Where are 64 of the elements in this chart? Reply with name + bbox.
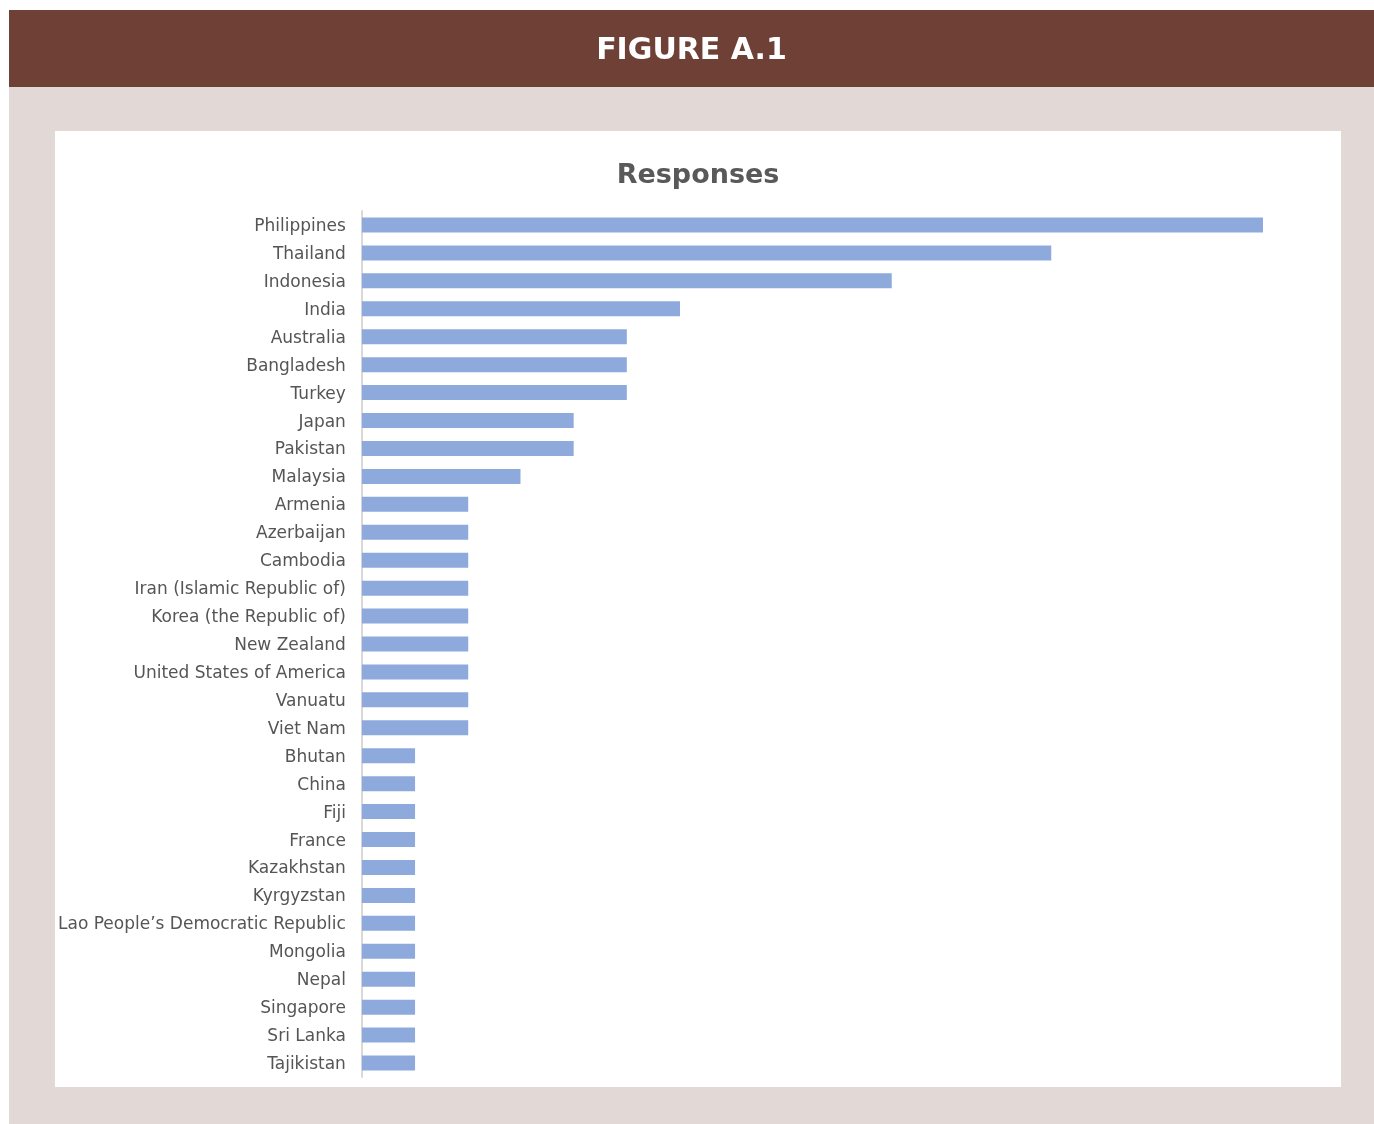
bar [361,971,416,987]
y-tick-label: Viet Nam [267,717,346,738]
bar [361,664,469,680]
bar [361,804,416,820]
chart-title: FIGURE A.1 [596,31,787,66]
y-tick-label: Kyrgyzstan [252,885,346,906]
bar [361,915,416,931]
y-tick-label: Kazakhstan [247,857,346,878]
y-tick-label: Azerbaijan [256,522,346,543]
y-tick-label: China [297,773,346,794]
bar [361,552,469,568]
y-tick-label: Korea (the Republic of) [151,606,346,627]
y-tick-label: Armenia [274,494,346,515]
y-tick-label: New Zealand [234,634,346,654]
bar [361,468,521,484]
bar [361,748,416,764]
bar [361,1027,416,1043]
y-tick-label: Tajikistan [266,1053,346,1074]
bar [361,943,416,959]
y-tick-label: Japan [297,410,346,431]
bar [361,301,680,317]
bar [361,636,469,652]
y-tick-label: Australia [270,326,346,347]
bar [361,776,416,792]
y-tick-label: Nepal [296,969,346,990]
y-tick-label: France [289,829,346,850]
y-tick-label: Philippines [254,214,347,235]
y-tick-label: Cambodia [259,550,346,571]
bar [361,608,469,624]
y-tick-label: Indonesia [263,270,346,291]
bar [361,329,627,345]
y-tick-label: Singapore [260,997,346,1018]
y-tick-label: Iran (Islamic Republic of) [134,578,346,599]
y-tick-label: Bhutan [284,745,346,766]
bar [361,859,416,875]
bar [361,357,627,373]
bar [361,413,574,429]
bar [361,385,627,401]
bar [361,720,469,736]
bar [361,1055,416,1071]
y-tick-label: India [304,298,346,319]
y-tick-label: Pakistan [274,438,346,459]
bar [361,496,469,512]
y-tick-label: Sri Lanka [267,1025,346,1046]
y-tick-label: Mongolia [268,941,346,962]
y-tick-label: Turkey [289,382,346,403]
bar [361,273,892,289]
chart-subtitle: Responses [616,158,780,189]
bar [361,887,416,903]
y-tick-label: Vanuatu [275,689,346,710]
bar [361,692,469,708]
y-tick-label: Bangladesh [246,354,346,375]
y-tick-label: Fiji [323,801,346,822]
y-tick-label: United States of America [133,661,346,682]
bar [361,832,416,848]
bar [361,999,416,1015]
bar [361,580,469,596]
bar [361,440,574,456]
y-tick-label: Lao People’s Democratic Republic [57,913,346,934]
y-tick-label: Thailand [271,242,346,263]
y-tick-label: Malaysia [271,466,346,487]
bar [361,245,1052,261]
bar [361,524,469,540]
bar [361,217,1263,233]
